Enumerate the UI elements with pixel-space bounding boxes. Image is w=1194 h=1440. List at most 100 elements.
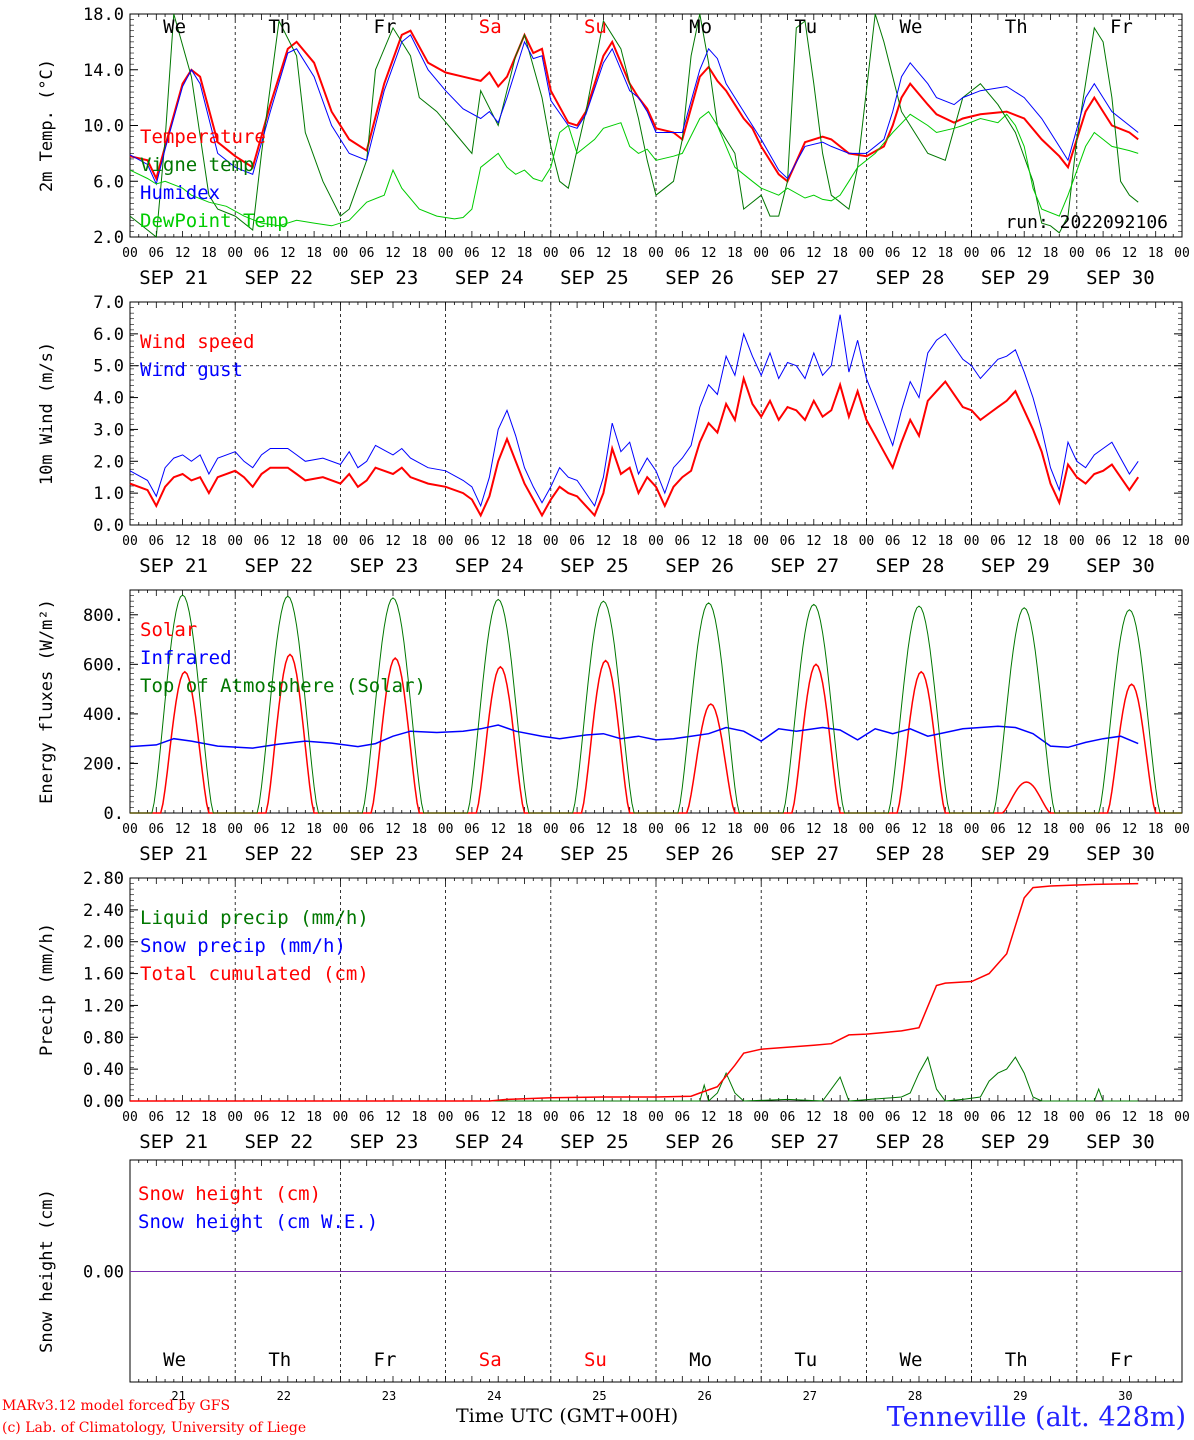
legend-entry: Snow height (cm) — [138, 1183, 321, 1205]
hour-tick-label: 06 — [990, 1110, 1006, 1125]
day-name: Tu — [794, 16, 817, 38]
date-label: SEP 26 — [665, 267, 734, 289]
date-label: SEP 22 — [244, 267, 313, 289]
date-label: SEP 24 — [455, 1131, 524, 1153]
y-tick-label: 800. — [83, 606, 124, 626]
day-number: 26 — [697, 1389, 711, 1403]
hour-tick-label: 00 — [438, 534, 454, 549]
hour-tick-label: 18 — [411, 1110, 427, 1125]
y-tick-label: 6.0 — [93, 172, 124, 192]
series-line-liquid-precip-mm-h- — [130, 1055, 1139, 1102]
hour-tick-label: 18 — [622, 822, 638, 837]
legend-entry: Temperature — [140, 126, 266, 148]
hour-tick-label: 12 — [806, 822, 822, 837]
date-label: SEP 23 — [350, 267, 419, 289]
hour-tick-label: 18 — [411, 822, 427, 837]
hour-tick-label: 00 — [333, 246, 349, 261]
date-label: SEP 22 — [244, 843, 313, 865]
hour-tick-label: 06 — [359, 822, 375, 837]
hour-tick-label: 18 — [1148, 1110, 1164, 1125]
model-credit: MARv3.12 model forced by GFS — [2, 1398, 231, 1414]
y-tick-label: 0.00 — [83, 1092, 124, 1112]
hour-tick-label: 12 — [175, 534, 191, 549]
hour-tick-label: 06 — [148, 246, 164, 261]
hour-tick-label: 18 — [306, 1110, 322, 1125]
hour-tick-label: 00 — [333, 534, 349, 549]
series-line-wind-gust — [129, 314, 1139, 508]
day-number: 23 — [382, 1389, 396, 1403]
hour-tick-label: 12 — [385, 246, 401, 261]
hour-tick-label: 00 — [227, 1110, 243, 1125]
date-label: SEP 29 — [981, 267, 1050, 289]
hour-tick-label: 06 — [464, 822, 480, 837]
date-label: SEP 23 — [350, 1131, 419, 1153]
legend-entry: Humidex — [140, 182, 220, 204]
hour-tick-label: 06 — [569, 246, 585, 261]
hour-tick-label: 18 — [306, 246, 322, 261]
hour-tick-label: 00 — [964, 1110, 980, 1125]
station-title: Tenneville (alt. 428m) — [886, 1402, 1186, 1433]
y-axis-label: 2m Temp. (°C) — [37, 59, 57, 192]
run-label: run: 2022092106 — [1005, 212, 1168, 233]
hour-tick-label: 12 — [385, 822, 401, 837]
date-label: SEP 24 — [455, 555, 524, 577]
hour-tick-label: 00 — [438, 1110, 454, 1125]
date-label: SEP 21 — [139, 843, 208, 865]
y-tick-label: 2.0 — [93, 228, 124, 248]
hour-tick-label: 06 — [1095, 822, 1111, 837]
hour-tick-label: 18 — [411, 534, 427, 549]
hour-tick-label: 18 — [517, 822, 533, 837]
date-label: SEP 27 — [770, 1131, 839, 1153]
hour-tick-label: 12 — [1016, 534, 1032, 549]
hour-tick-label: 06 — [885, 534, 901, 549]
hour-tick-label: 06 — [1095, 246, 1111, 261]
day-name: Fr — [1110, 1349, 1133, 1371]
hour-tick-label: 18 — [1043, 534, 1059, 549]
day-name: Su — [584, 16, 607, 38]
hour-tick-label: 18 — [622, 1110, 638, 1125]
hour-tick-label: 12 — [806, 1110, 822, 1125]
date-label: SEP 28 — [876, 267, 945, 289]
hour-tick-label: 12 — [1016, 1110, 1032, 1125]
hour-tick-label: 18 — [517, 1110, 533, 1125]
hour-tick-label: 12 — [1016, 246, 1032, 261]
hour-tick-label: 06 — [885, 1110, 901, 1125]
day-name: Fr — [374, 1349, 397, 1371]
hour-tick-label: 06 — [780, 1110, 796, 1125]
date-label: SEP 29 — [981, 1131, 1050, 1153]
hour-tick-label: 18 — [832, 246, 848, 261]
y-tick-label: 0.40 — [83, 1060, 124, 1080]
y-tick-label: 2.80 — [83, 869, 124, 889]
legend-entry: Wind speed — [140, 331, 254, 353]
hour-tick-label: 06 — [990, 246, 1006, 261]
hour-tick-label: 00 — [1174, 1110, 1190, 1125]
hour-tick-label: 12 — [175, 822, 191, 837]
hour-tick-label: 00 — [543, 534, 559, 549]
date-label: SEP 24 — [455, 843, 524, 865]
hour-tick-label: 18 — [306, 822, 322, 837]
y-tick-label: 2.40 — [83, 901, 124, 921]
date-label: SEP 28 — [876, 843, 945, 865]
date-label: SEP 22 — [244, 555, 313, 577]
series-line-wind-speed — [129, 374, 1140, 518]
hour-tick-label: 00 — [859, 822, 875, 837]
hour-tick-label: 00 — [543, 822, 559, 837]
day-name: We — [900, 16, 923, 38]
hour-tick-label: 00 — [964, 822, 980, 837]
hour-tick-label: 00 — [753, 1110, 769, 1125]
hour-tick-label: 00 — [964, 246, 980, 261]
date-label: SEP 21 — [139, 267, 208, 289]
day-number: 22 — [277, 1389, 291, 1403]
hour-tick-label: 06 — [569, 1110, 585, 1125]
legend-entry: Wind gust — [140, 359, 243, 381]
day-name: Su — [584, 1349, 607, 1371]
hour-tick-label: 06 — [674, 1110, 690, 1125]
day-number: 28 — [908, 1389, 922, 1403]
y-tick-label: 1.60 — [83, 965, 124, 985]
hour-tick-label: 18 — [937, 822, 953, 837]
day-number: 21 — [171, 1389, 185, 1403]
hour-tick-label: 06 — [885, 246, 901, 261]
hour-tick-label: 06 — [254, 246, 270, 261]
y-tick-label: 400. — [83, 705, 124, 725]
date-label: SEP 25 — [560, 843, 629, 865]
